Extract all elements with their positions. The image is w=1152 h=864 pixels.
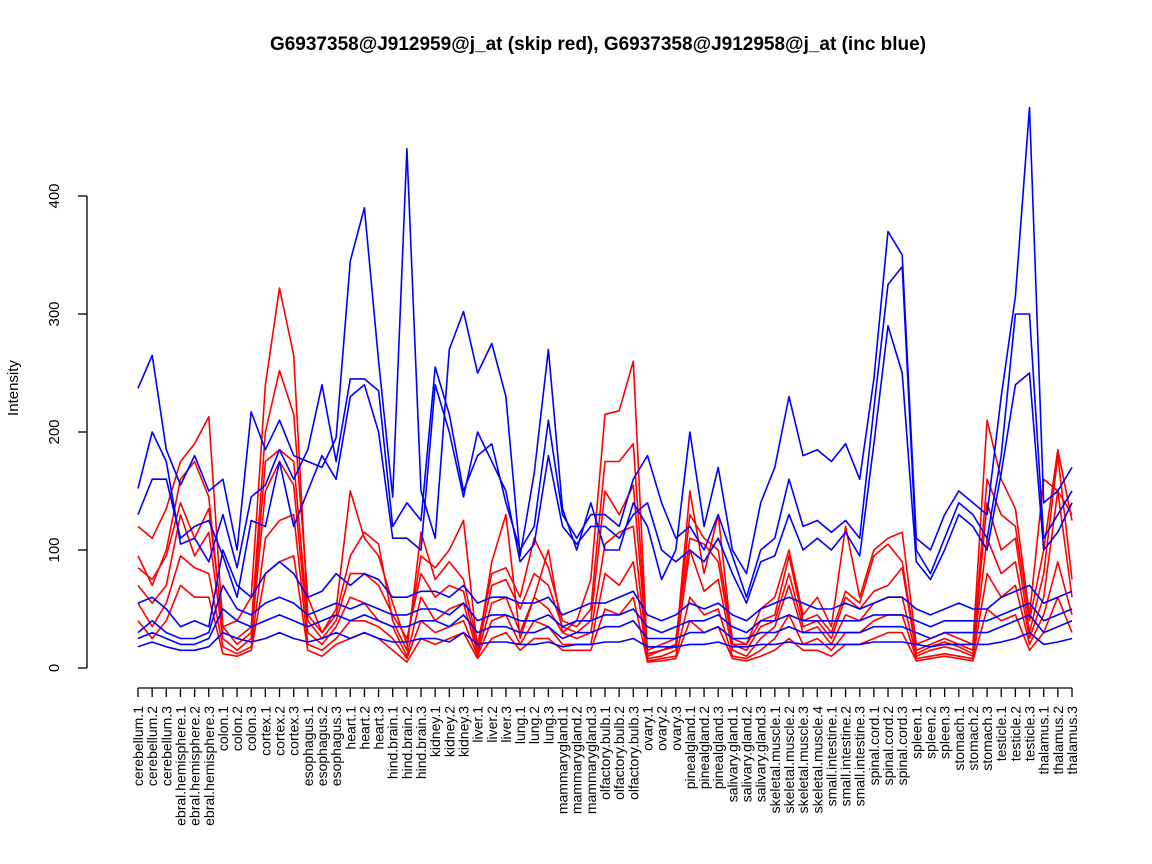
series-line-skip-5 xyxy=(137,513,1073,662)
x-tick-label: thalamus.2 xyxy=(1050,706,1066,775)
series-line-inc-3 xyxy=(137,324,1073,604)
x-tick-label: testicle.2 xyxy=(1007,706,1023,761)
series-line-inc-7 xyxy=(137,631,1073,652)
x-tick-label: cortex.1 xyxy=(257,706,273,756)
x-tick-label: cerebellum.1 xyxy=(130,706,146,786)
x-tick-label: small.intestine.3 xyxy=(852,706,868,807)
x-tick-label: skeletal.muscle.1 xyxy=(767,706,783,814)
x-tick-label: colon.3 xyxy=(243,706,259,751)
x-tick-label: heart.2 xyxy=(356,706,372,750)
x-tick-label: pinealgland.3 xyxy=(710,706,726,790)
x-tick-label: hind.brain.2 xyxy=(399,706,415,779)
series-line-skip-1 xyxy=(137,287,1073,658)
series-line-inc-6 xyxy=(137,608,1073,646)
x-tick-label: small.intestine.2 xyxy=(838,706,854,807)
x-tick-label: stomach.1 xyxy=(951,706,967,771)
series-line-inc-5 xyxy=(137,584,1073,640)
y-tick-label: 300 xyxy=(46,301,63,326)
x-axis: cerebellum.1cerebellum.2cerebellum.3ebra… xyxy=(130,687,1080,826)
x-tick-label: heart.3 xyxy=(371,706,387,750)
x-tick-label: salivary.gland.3 xyxy=(753,706,769,802)
series-line-inc-4 xyxy=(137,549,1073,628)
x-tick-label: colon.1 xyxy=(215,706,231,751)
x-tick-label: lung.3 xyxy=(540,706,556,744)
x-tick-label: spleen.3 xyxy=(937,706,953,759)
series-line-inc-1 xyxy=(137,106,1073,581)
x-tick-label: heart.1 xyxy=(342,706,358,750)
x-tick-label: salivary.gland.2 xyxy=(739,706,755,802)
x-tick-label: ovary.1 xyxy=(639,706,655,751)
x-tick-label: mammarygland.2 xyxy=(569,706,585,814)
x-tick-label: salivary.gland.1 xyxy=(724,706,740,802)
x-tick-label: liver.3 xyxy=(498,706,514,743)
x-tick-label: spinal.cord.2 xyxy=(880,706,896,786)
x-tick-label: spleen.2 xyxy=(922,706,938,759)
x-tick-label: esophagus.3 xyxy=(328,706,344,786)
x-tick-label: ebral.hemisphere.2 xyxy=(187,706,203,826)
y-tick-label: 0 xyxy=(46,664,63,672)
x-tick-label: mammarygland.1 xyxy=(555,706,571,814)
x-tick-label: liver.1 xyxy=(470,706,486,743)
x-tick-label: kidney.2 xyxy=(441,706,457,757)
x-tick-label: stomach.2 xyxy=(965,706,981,771)
x-tick-label: spinal.cord.3 xyxy=(894,706,910,786)
x-tick-label: olfactory.bulb.2 xyxy=(611,706,627,800)
x-tick-label: colon.2 xyxy=(229,706,245,751)
x-tick-label: cortex.3 xyxy=(286,706,302,756)
x-tick-label: lung.1 xyxy=(512,706,528,744)
x-tick-label: cerebellum.2 xyxy=(144,706,160,786)
x-tick-label: lung.2 xyxy=(526,706,542,744)
x-tick-label: thalamus.1 xyxy=(1036,706,1052,775)
x-tick-label: mammarygland.3 xyxy=(583,706,599,814)
x-tick-label: thalamus.3 xyxy=(1064,706,1080,775)
x-tick-label: spinal.cord.1 xyxy=(866,706,882,786)
x-tick-label: kidney.3 xyxy=(455,706,471,757)
chart-title: G6937358@J912959@j_at (skip red), G69373… xyxy=(270,34,926,55)
x-tick-label: stomach.3 xyxy=(979,706,995,771)
y-axis-label: Intensity xyxy=(5,360,22,416)
x-tick-label: esophagus.1 xyxy=(300,706,316,786)
series-line-inc-2 xyxy=(137,265,1073,599)
x-tick-label: cerebellum.3 xyxy=(158,706,174,786)
x-tick-label: ebral.hemisphere.1 xyxy=(172,706,188,826)
x-tick-label: pinealgland.1 xyxy=(682,706,698,790)
x-tick-label: liver.2 xyxy=(484,706,500,743)
series-lines xyxy=(137,106,1073,663)
y-axis: 0 100 200 300 400 xyxy=(46,183,88,672)
x-tick-label: olfactory.bulb.3 xyxy=(625,706,641,800)
series-line-skip-6 xyxy=(137,555,1073,663)
y-tick-label: 400 xyxy=(46,183,63,208)
x-tick-label: hind.brain.1 xyxy=(385,706,401,779)
y-tick-label: 100 xyxy=(46,537,63,562)
x-tick-label: ebral.hemisphere.3 xyxy=(201,706,217,826)
x-tick-label: hind.brain.3 xyxy=(413,706,429,779)
series-line-skip-3 xyxy=(137,448,1073,655)
y-tick-label: 200 xyxy=(46,419,63,444)
x-tick-label: cortex.2 xyxy=(272,706,288,756)
x-tick-label: esophagus.2 xyxy=(314,706,330,786)
x-tick-label: ovary.3 xyxy=(668,706,684,751)
x-tick-label: skeletal.muscle.2 xyxy=(781,706,797,814)
x-tick-label: testicle.3 xyxy=(1022,706,1038,761)
x-tick-label: kidney.1 xyxy=(427,706,443,757)
x-tick-label: olfactory.bulb.1 xyxy=(597,706,613,800)
x-tick-label: skeletal.muscle.4 xyxy=(809,706,825,814)
x-tick-label: skeletal.muscle.3 xyxy=(795,706,811,814)
x-tick-label: pinealgland.2 xyxy=(696,706,712,790)
x-tick-label: small.intestine.1 xyxy=(823,706,839,807)
x-tick-label: testicle.1 xyxy=(993,706,1009,761)
x-tick-label: ovary.2 xyxy=(654,706,670,751)
x-tick-label: spleen.1 xyxy=(908,706,924,759)
